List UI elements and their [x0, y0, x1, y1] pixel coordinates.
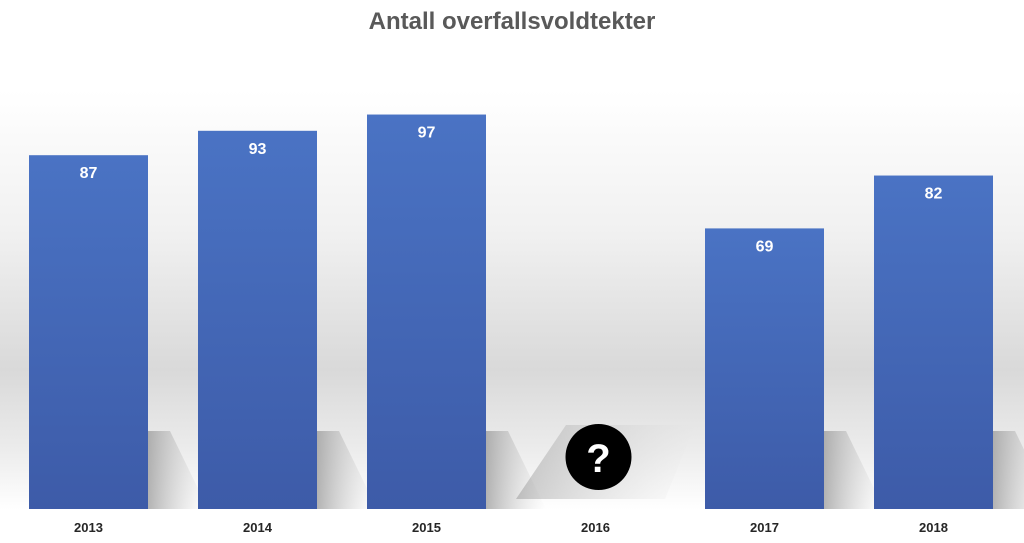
- x-tick-label-2013: 2013: [74, 520, 103, 535]
- missing-value-marker: ?: [586, 437, 610, 481]
- data-label-2015: 97: [418, 125, 436, 142]
- question-mark-icon: [565, 424, 632, 490]
- bar-shadow: [993, 431, 1024, 509]
- x-tick-label-2017: 2017: [750, 520, 779, 535]
- bars: [29, 114, 993, 510]
- bar-2017: [705, 228, 824, 509]
- data-label-2018: 82: [925, 186, 943, 203]
- bar-2018: [874, 175, 993, 510]
- bar-shadow: [824, 431, 884, 509]
- data-label-2017: 69: [756, 238, 774, 255]
- data-labels: 87 93 97 69 82: [80, 125, 943, 256]
- data-label-2013: 87: [80, 165, 98, 182]
- bar-shadows: [148, 425, 1024, 509]
- x-axis-tick-labels: 2013 2014 2015 2016 2017 2018: [74, 520, 948, 535]
- missing-markers: ?: [565, 424, 632, 490]
- bar-2015: [367, 114, 486, 510]
- chart-title: Antall overfallsvoldtekter: [368, 8, 656, 35]
- bar-2014: [198, 130, 317, 510]
- bar-shadow: [148, 431, 208, 509]
- x-tick-label-2015: 2015: [412, 520, 441, 535]
- bar-2013: [29, 155, 148, 509]
- data-label-2014: 93: [249, 141, 267, 158]
- x-tick-label-2014: 2014: [243, 520, 273, 535]
- x-tick-label-2016: 2016: [581, 520, 610, 535]
- x-tick-label-2018: 2018: [919, 520, 948, 535]
- bar-shadow: [317, 431, 377, 509]
